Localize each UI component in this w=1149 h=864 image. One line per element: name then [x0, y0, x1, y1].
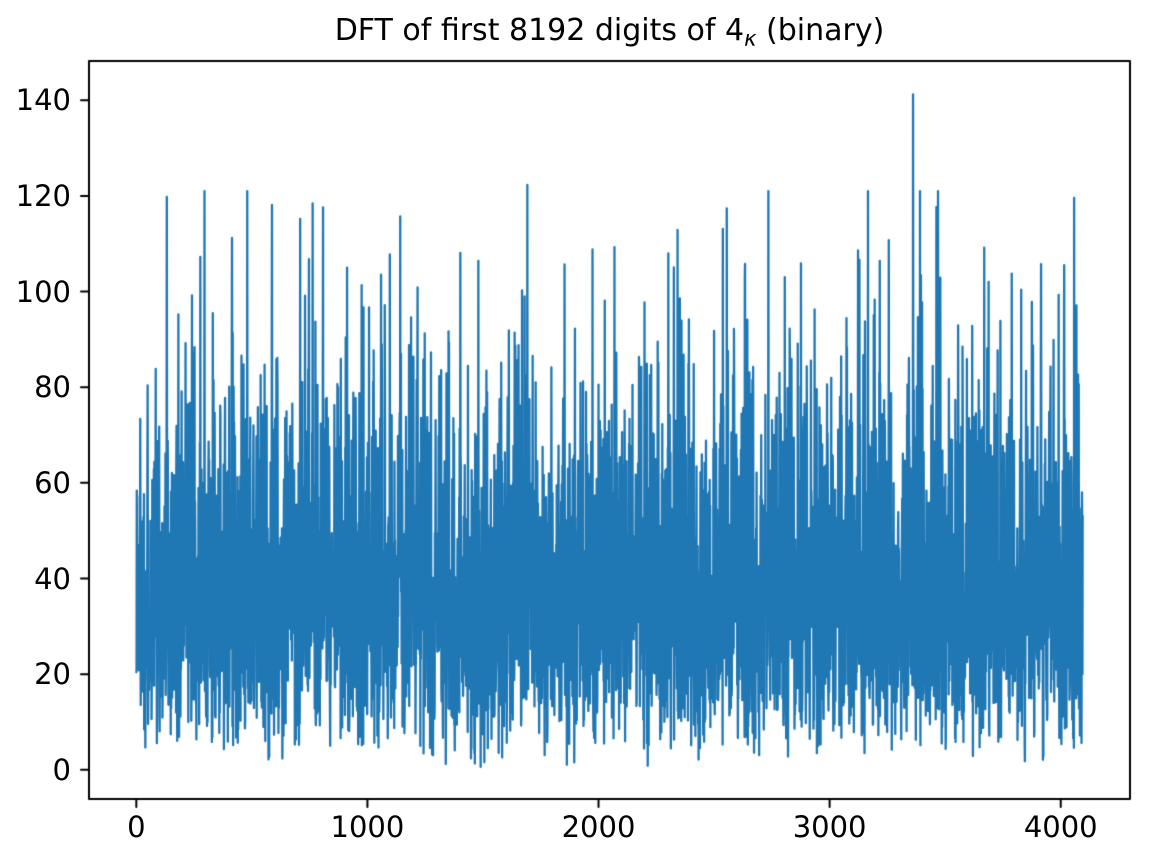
y-tick-label: 80: [34, 370, 71, 405]
y-tick-label: 100: [15, 274, 71, 309]
y-tick-label: 60: [34, 465, 71, 500]
chart-title-suffix: (binary): [756, 13, 885, 48]
x-tick-label: 3000: [792, 810, 867, 844]
y-tick-label: 40: [34, 561, 71, 596]
chart-title: DFT of first 8192 digits of 4κ (binary): [89, 13, 1130, 49]
kappa-subscript: κ: [744, 26, 757, 51]
y-tick-label: 140: [15, 83, 71, 118]
chart-title-prefix: DFT of first 8192 digits of 4: [334, 13, 745, 48]
x-tick-label: 4000: [1023, 810, 1098, 844]
x-tick-label: 1000: [330, 810, 405, 844]
y-tick-label: 20: [34, 657, 71, 692]
y-tick-label: 0: [52, 752, 71, 787]
y-tick-label: 120: [15, 178, 71, 213]
x-tick-label: 0: [127, 810, 146, 844]
x-tick-label: 2000: [561, 810, 636, 844]
